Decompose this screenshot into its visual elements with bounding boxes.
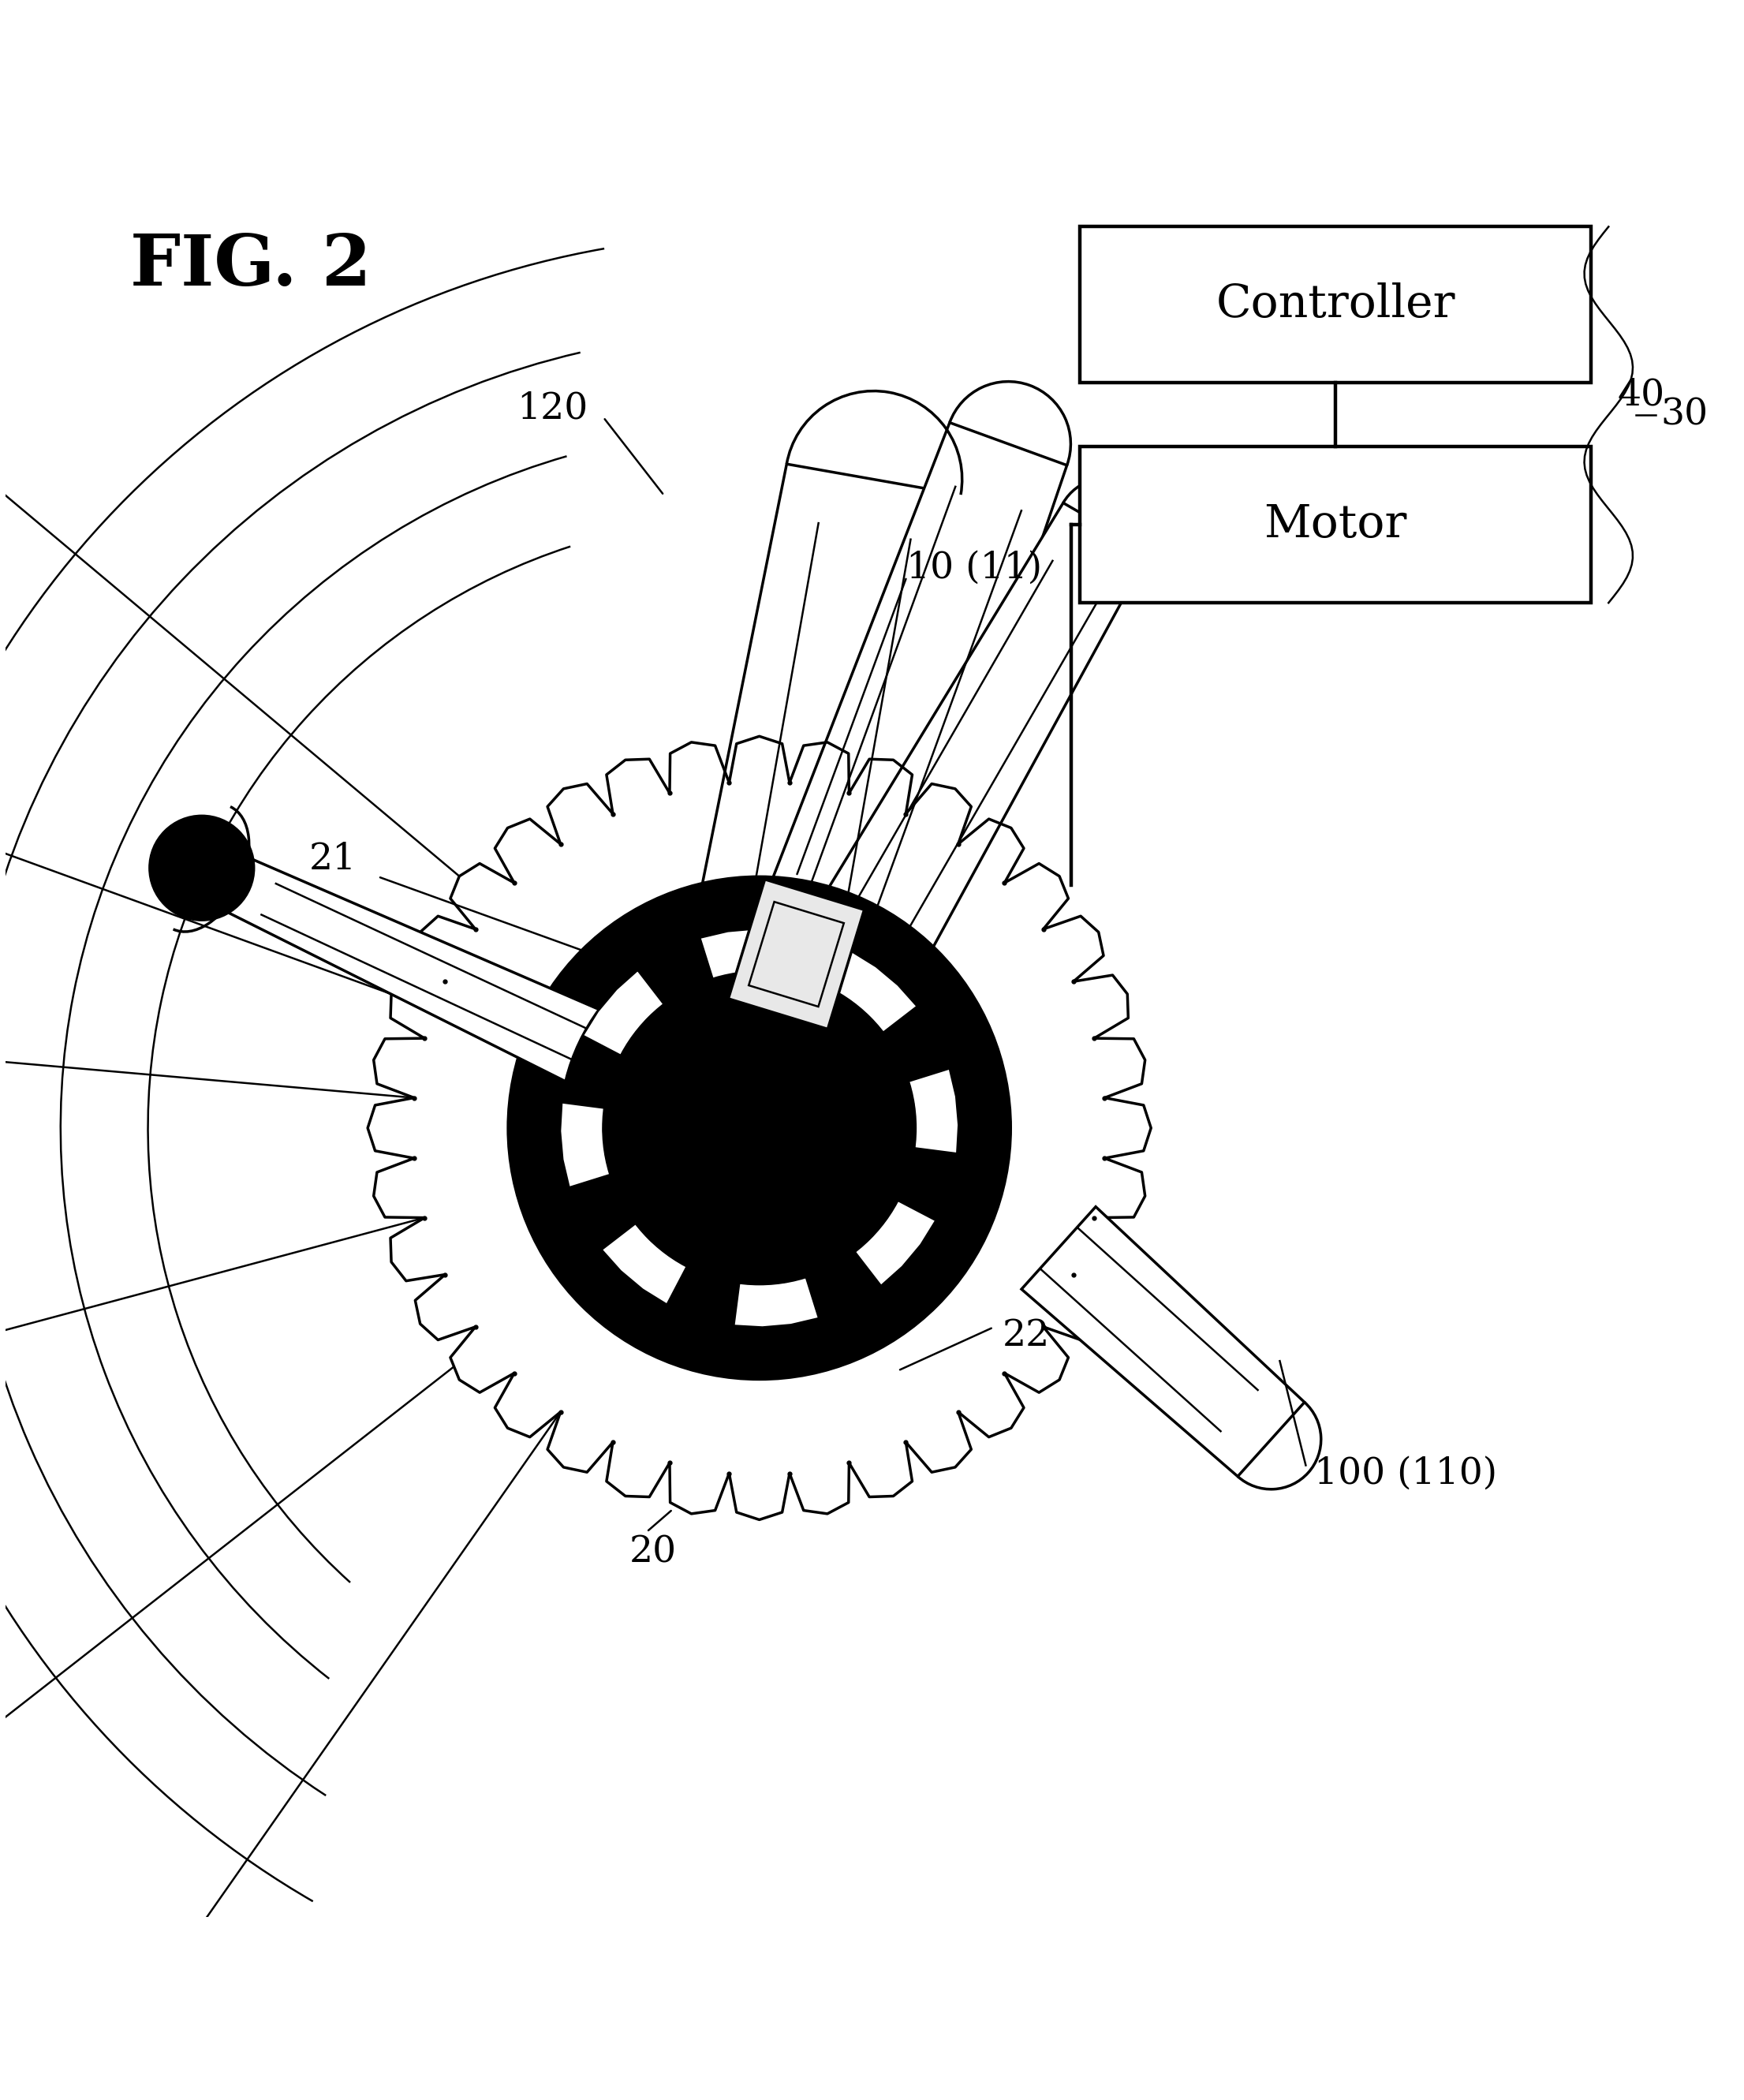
Polygon shape bbox=[602, 1222, 687, 1304]
Polygon shape bbox=[832, 951, 917, 1033]
Polygon shape bbox=[368, 737, 1151, 1520]
Polygon shape bbox=[190, 842, 731, 1147]
Text: 22: 22 bbox=[1003, 1319, 1050, 1354]
Text: 40: 40 bbox=[1617, 378, 1664, 414]
Text: FIG. 2: FIG. 2 bbox=[131, 231, 371, 300]
Polygon shape bbox=[703, 502, 1149, 1161]
Polygon shape bbox=[685, 422, 1067, 1155]
Text: Motor: Motor bbox=[1264, 502, 1407, 546]
Circle shape bbox=[656, 1025, 863, 1233]
Polygon shape bbox=[657, 464, 961, 1147]
Circle shape bbox=[722, 1090, 797, 1166]
Text: 100 (110): 100 (110) bbox=[1315, 1455, 1498, 1491]
Polygon shape bbox=[582, 970, 664, 1056]
Circle shape bbox=[508, 876, 1010, 1380]
FancyBboxPatch shape bbox=[1080, 227, 1591, 382]
Text: Controller: Controller bbox=[1216, 284, 1454, 328]
Polygon shape bbox=[560, 1102, 610, 1186]
FancyBboxPatch shape bbox=[1080, 447, 1591, 603]
Circle shape bbox=[150, 817, 255, 920]
Text: 10 (11): 10 (11) bbox=[907, 550, 1043, 586]
Text: 30: 30 bbox=[1660, 397, 1707, 433]
Text: 20: 20 bbox=[630, 1535, 677, 1571]
Polygon shape bbox=[1022, 1207, 1305, 1476]
Text: 120: 120 bbox=[516, 391, 588, 426]
Polygon shape bbox=[699, 928, 785, 979]
Polygon shape bbox=[855, 1201, 937, 1285]
Polygon shape bbox=[734, 1277, 820, 1327]
Circle shape bbox=[560, 928, 959, 1327]
Polygon shape bbox=[729, 880, 865, 1029]
Polygon shape bbox=[909, 1069, 959, 1153]
Text: 21: 21 bbox=[309, 842, 356, 878]
